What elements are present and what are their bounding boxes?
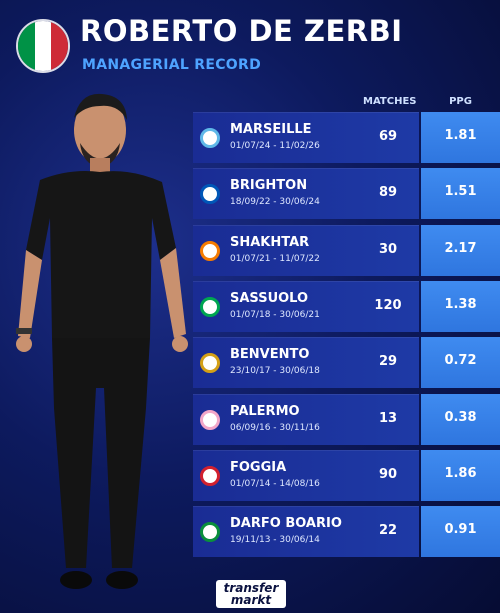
- club-matches: 69: [378, 129, 398, 144]
- club-cell: MARSEILLE 01/07/24 - 11/02/26 69: [193, 112, 419, 163]
- club-matches: 13: [378, 411, 398, 426]
- club-matches: 89: [378, 185, 398, 200]
- club-dates: 01/07/14 - 14/08/16: [230, 479, 320, 489]
- club-matches: 29: [378, 354, 398, 369]
- club-dates: 06/09/16 - 30/11/16: [230, 423, 320, 433]
- club-dates: 01/07/18 - 30/06/21: [230, 310, 320, 320]
- club-cell: BRIGHTON 18/09/22 - 30/06/24 89: [193, 168, 419, 219]
- club-matches: 120: [374, 298, 402, 313]
- club-dates: 18/09/22 - 30/06/24: [230, 197, 320, 207]
- club-cell: BENVENTO 23/10/17 - 30/06/18 29: [193, 337, 419, 388]
- club-name: DARFO BOARIO: [230, 516, 342, 531]
- ppg-cell: 0.91: [421, 506, 500, 557]
- club-row: MARSEILLE 01/07/24 - 11/02/26 69 1.81: [193, 112, 500, 163]
- ppg-cell: 1.51: [421, 168, 500, 219]
- manager-photo: [16, 93, 188, 589]
- club-ppg: 0.72: [444, 353, 477, 368]
- club-matches: 30: [378, 242, 398, 257]
- club-dates: 23/10/17 - 30/06/18: [230, 366, 320, 376]
- club-cell: DARFO BOARIO 19/11/13 - 30/06/14 22: [193, 506, 419, 557]
- club-dates: 19/11/13 - 30/06/14: [230, 535, 320, 545]
- transfermarkt-logo: transfer markt: [216, 580, 286, 608]
- club-row: BRIGHTON 18/09/22 - 30/06/24 89 1.51: [193, 168, 500, 219]
- club-ppg: 0.91: [444, 522, 477, 537]
- page-subtitle: MANAGERIAL RECORD: [82, 57, 262, 73]
- club-name: SASSUOLO: [230, 291, 309, 306]
- club-ppg: 0.38: [444, 410, 477, 425]
- club-cell: PALERMO 06/09/16 - 30/11/16 13: [193, 394, 419, 445]
- club-row: BENVENTO 23/10/17 - 30/06/18 29 0.72: [193, 337, 500, 388]
- ppg-column-header: PPG: [449, 96, 472, 107]
- club-matches: 90: [378, 467, 398, 482]
- club-ppg: 1.38: [444, 297, 477, 312]
- marseille-crest-icon: [200, 128, 220, 148]
- club-name: BENVENTO: [230, 347, 310, 362]
- club-name: MARSEILLE: [230, 122, 312, 137]
- club-dates: 01/07/21 - 11/07/22: [230, 254, 320, 264]
- club-ppg: 1.86: [444, 466, 477, 481]
- sassuolo-crest-icon: [200, 297, 220, 317]
- club-row: DARFO BOARIO 19/11/13 - 30/06/14 22 0.91: [193, 506, 500, 557]
- benevento-crest-icon: [200, 353, 220, 373]
- club-name: FOGGIA: [230, 460, 287, 475]
- club-ppg: 1.51: [444, 184, 477, 199]
- club-ppg: 2.17: [444, 241, 477, 256]
- club-name: SHAKHTAR: [230, 235, 310, 250]
- italy-flag-icon: [16, 19, 70, 73]
- palermo-crest-icon: [200, 410, 220, 430]
- club-cell: SHAKHTAR 01/07/21 - 11/07/22 30: [193, 225, 419, 276]
- club-row: SASSUOLO 01/07/18 - 30/06/21 120 1.38: [193, 281, 500, 332]
- club-name: BRIGHTON: [230, 178, 308, 193]
- ppg-cell: 1.86: [421, 450, 500, 501]
- page-title: ROBERTO DE ZERBI: [80, 14, 403, 48]
- club-matches: 22: [378, 523, 398, 538]
- darfo-boario-crest-icon: [200, 522, 220, 542]
- club-cell: SASSUOLO 01/07/18 - 30/06/21 120: [193, 281, 419, 332]
- foggia-crest-icon: [200, 466, 220, 486]
- club-ppg: 1.81: [444, 128, 477, 143]
- ppg-cell: 2.17: [421, 225, 500, 276]
- ppg-cell: 0.72: [421, 337, 500, 388]
- brighton-crest-icon: [200, 184, 220, 204]
- club-dates: 01/07/24 - 11/02/26: [230, 141, 320, 151]
- club-row: SHAKHTAR 01/07/21 - 11/07/22 30 2.17: [193, 225, 500, 276]
- matches-column-header: MATCHES: [363, 96, 417, 107]
- club-cell: FOGGIA 01/07/14 - 14/08/16 90: [193, 450, 419, 501]
- club-row: FOGGIA 01/07/14 - 14/08/16 90 1.86: [193, 450, 500, 501]
- ppg-cell: 1.38: [421, 281, 500, 332]
- club-row: PALERMO 06/09/16 - 30/11/16 13 0.38: [193, 394, 500, 445]
- shakhtar-crest-icon: [200, 241, 220, 261]
- ppg-cell: 1.81: [421, 112, 500, 163]
- club-name: PALERMO: [230, 404, 300, 419]
- ppg-cell: 0.38: [421, 394, 500, 445]
